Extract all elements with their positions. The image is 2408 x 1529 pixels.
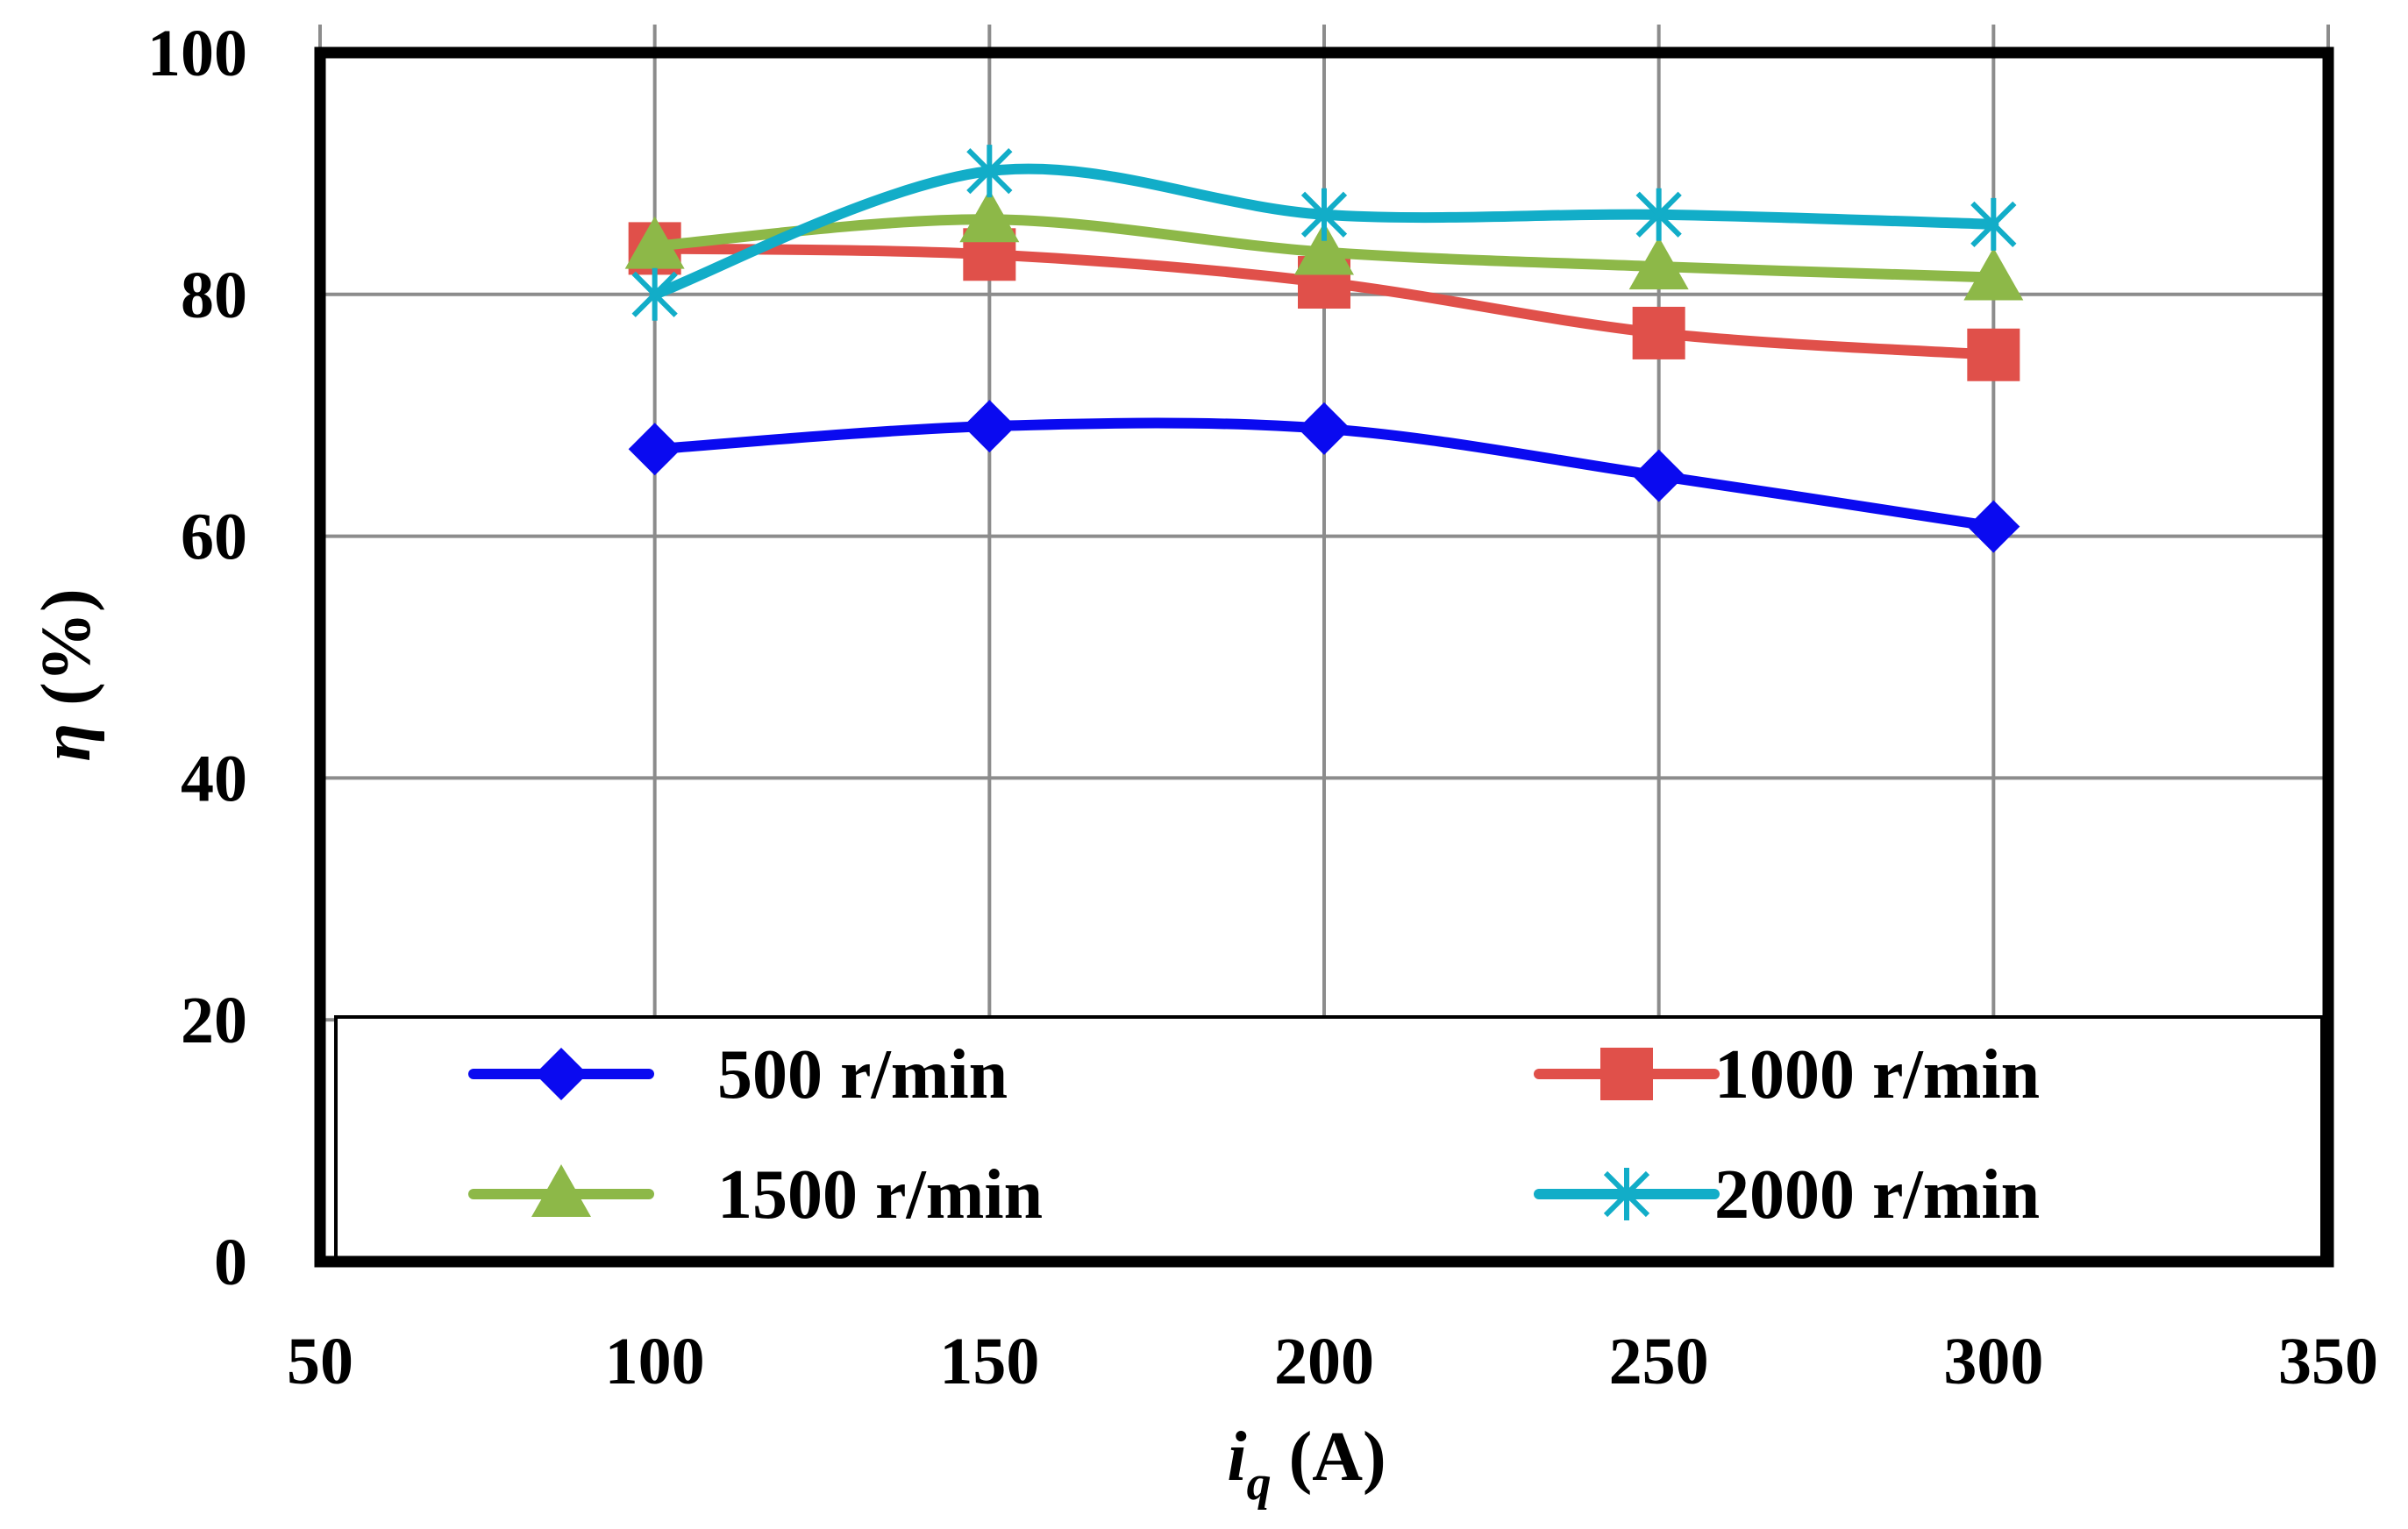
point-2000-200-stroke-d2: [1300, 191, 1348, 238]
plot-border: [314, 46, 2334, 1268]
plot-frame: [314, 46, 2334, 1268]
legend-marker-500: [535, 1048, 588, 1100]
legend-box: [334, 1015, 2324, 1262]
x-tick-label-350: 350: [2278, 1325, 2378, 1398]
point-2000-150-stroke-d2: [966, 148, 1013, 195]
point-2000-100-stroke-d2: [631, 271, 678, 317]
point-2000-300-stroke-d2: [1970, 201, 2017, 247]
point-2000-250: [1635, 188, 1682, 241]
series-2000: [631, 145, 2017, 321]
y-tick-label-0: 0: [214, 1226, 247, 1299]
legend-marker-1000: [1600, 1048, 1653, 1100]
tick-labels: 0 20 40 60 80 100 50 100 150 200 250 300 350: [147, 17, 2378, 1398]
y-tick-label-20: 20: [181, 984, 247, 1057]
series-1500: [624, 189, 2024, 301]
point-500-200: [1298, 402, 1350, 455]
point-1000-300: [1967, 328, 2020, 381]
point-2000-250-stroke-d2: [1635, 191, 1682, 238]
legend: 500 r/min 1000 r/min 1500 r/min 2000 r/min: [334, 1015, 2324, 1262]
point-500-150: [963, 400, 1016, 453]
legend-label-1500: 1500 r/min: [717, 1156, 1043, 1234]
point-500-250: [1632, 449, 1685, 502]
y-tick-label-60: 60: [181, 501, 247, 574]
y-axis-title: η (%): [28, 588, 105, 761]
point-2000-150: [966, 145, 1013, 198]
legend-marker-1500: [531, 1164, 591, 1217]
x-tick-label-50: 50: [287, 1325, 353, 1398]
x-axis-title: iq (A): [1227, 1419, 1386, 1511]
legend-label-2000: 2000 r/min: [1714, 1156, 2040, 1234]
legend-label-1000: 1000 r/min: [1714, 1036, 2040, 1113]
series-layer: [624, 145, 2024, 553]
x-tick-label-250: 250: [1609, 1325, 1709, 1398]
point-1500-300: [1963, 247, 2024, 301]
legend-marker-2000: [1603, 1168, 1650, 1220]
point-1000-250: [1632, 306, 1685, 359]
point-500-300: [1967, 500, 2020, 553]
legend-label-500: 500 r/min: [717, 1036, 1008, 1113]
y-tick-label-100: 100: [147, 17, 247, 90]
x-tick-label-200: 200: [1274, 1325, 1374, 1398]
legend-item-1500: 1500 r/min: [468, 1156, 1043, 1234]
point-1500-100: [624, 216, 685, 269]
legend-marker-2000-stroke-d2: [1603, 1170, 1650, 1218]
y-tick-label-40: 40: [181, 742, 247, 815]
point-2000-200: [1300, 188, 1348, 241]
point-1500-150: [959, 189, 1020, 243]
x-tick-label-150: 150: [939, 1325, 1039, 1398]
y-tick-label-80: 80: [181, 259, 247, 332]
point-1500-200: [1294, 222, 1354, 275]
point-500-100: [628, 423, 681, 476]
legend-item-2000: 2000 r/min: [1534, 1156, 2040, 1234]
point-2000-300: [1970, 197, 2017, 251]
legend-item-1000: 1000 r/min: [1534, 1036, 2040, 1113]
x-tick-label-300: 300: [1943, 1325, 2043, 1398]
x-tick-label-100: 100: [605, 1325, 705, 1398]
series-500: [628, 400, 2020, 553]
point-2000-100: [631, 267, 678, 321]
legend-item-500: 500 r/min: [468, 1036, 1008, 1113]
point-1500-250: [1628, 237, 1689, 290]
